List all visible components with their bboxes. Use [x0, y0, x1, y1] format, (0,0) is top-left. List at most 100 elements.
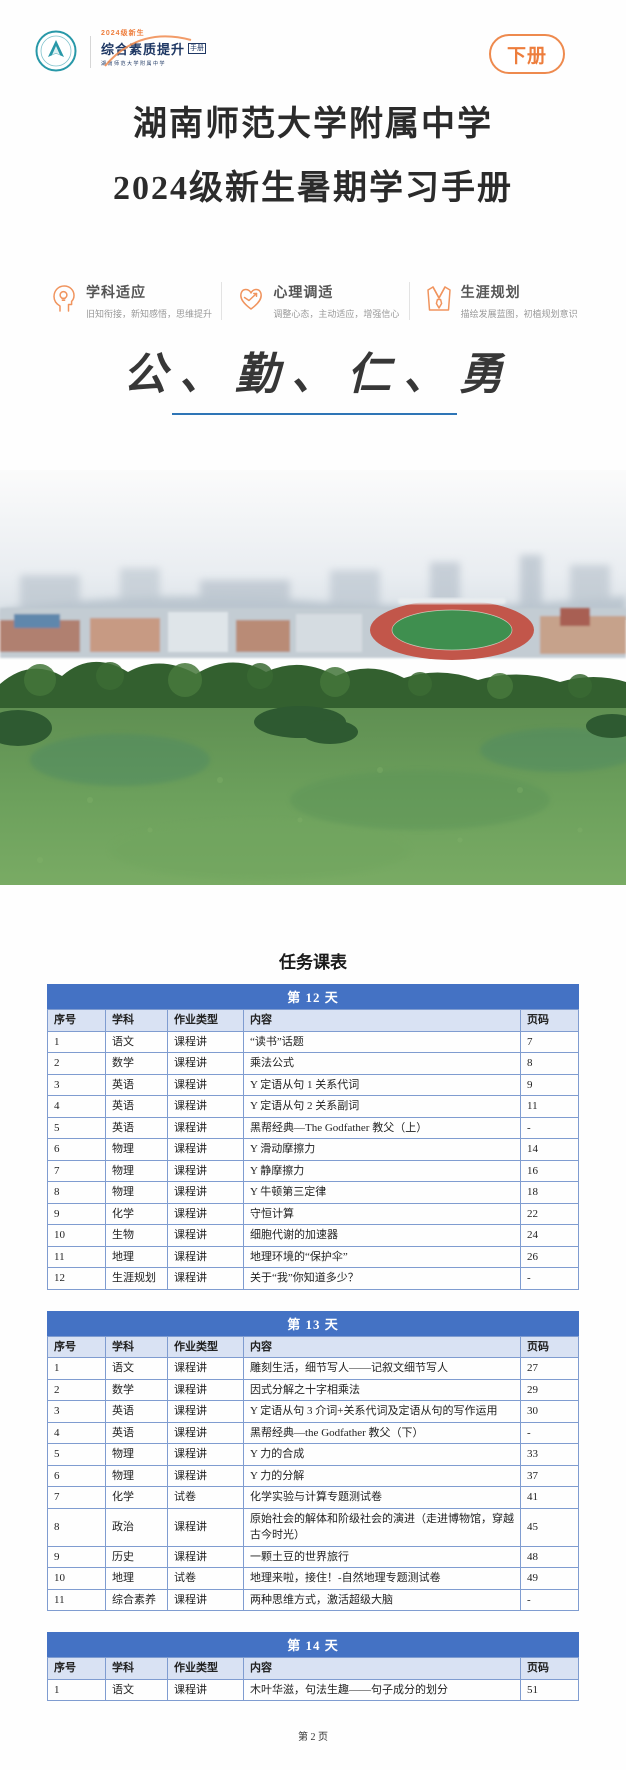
- table-header-cell: 作业类型: [168, 1658, 244, 1680]
- table-cell: Y 滑动摩擦力: [244, 1139, 521, 1161]
- table-cell: 英语: [106, 1401, 168, 1423]
- table-cell: 1: [48, 1031, 106, 1053]
- table-cell: 物理: [106, 1465, 168, 1487]
- day-section: 第 14 天序号 学科 作业类型 内容 页码 1 语文 课程讲 木叶华滋，句法生趣——句子成分的…: [47, 1632, 579, 1701]
- school-emblem-logo: [35, 30, 77, 72]
- table-cell: 7: [48, 1487, 106, 1509]
- feature-subtitle: 旧知衔接，新知感悟，思维提升: [86, 309, 213, 319]
- table-cell: 课程讲: [168, 1074, 244, 1096]
- table-cell: Y 定语从句 1 关系代词: [244, 1074, 521, 1096]
- table-cell: 10: [48, 1225, 106, 1247]
- table-cell: 24: [521, 1225, 579, 1247]
- table-cell: 4: [48, 1422, 106, 1444]
- day-section: 第 12 天序号 学科 作业类型 内容 页码 1 语文 课程讲 “读书”话题 7 2 数学 课程讲 乘法公…: [47, 984, 579, 1290]
- table-cell: 化学: [106, 1487, 168, 1509]
- feature-title: 生涯规划: [460, 284, 521, 300]
- table-cell: 地理来啦，接住！-自然地理专题测试卷: [244, 1568, 521, 1590]
- table-row: 12 生涯规划 课程讲 关于“我”你知道多少？ -: [47, 1268, 579, 1290]
- table-cell: 6: [48, 1139, 106, 1161]
- table-cell: 课程讲: [168, 1268, 244, 1290]
- table-cell: Y 静摩擦力: [244, 1160, 521, 1182]
- feature-subject-adaptation: 学科适应 旧知衔接，新知感悟，思维提升: [35, 282, 221, 320]
- table-cell: 6: [48, 1465, 106, 1487]
- logo-main-text: 综合素质提升: [101, 42, 186, 57]
- volume-badge: 下册: [489, 34, 565, 74]
- feature-row: 学科适应 旧知衔接，新知感悟，思维提升 心理调适 调整心态，主动适应，增强信心 …: [35, 282, 596, 320]
- table-cell: 物理: [106, 1444, 168, 1466]
- table-header-cell: 序号: [48, 1336, 106, 1358]
- logo-bottom-text: 湖南师范大学附属中学: [101, 61, 167, 67]
- feature-subtitle: 描绘发展蓝图，初植规划意识: [460, 309, 578, 319]
- table-cell: 化学实验与计算专题测试卷: [244, 1487, 521, 1509]
- table-row: 10 地理 试卷 地理来啦，接住！-自然地理专题测试卷 49: [47, 1568, 579, 1590]
- table-cell: 两种思维方式，激活超级大脑: [244, 1589, 521, 1611]
- table-cell: 9: [48, 1203, 106, 1225]
- table-cell: 9: [521, 1074, 579, 1096]
- table-row: 11 综合素养 课程讲 两种思维方式，激活超级大脑 -: [47, 1589, 579, 1611]
- table-row: 1 语文 课程讲 雕刻生活，细节写人——记叙文细节写人 27: [47, 1358, 579, 1380]
- table-cell: 试卷: [168, 1487, 244, 1509]
- table-row: 1 语文 课程讲 “读书”话题 7: [47, 1031, 579, 1053]
- table-cell: 数学: [106, 1053, 168, 1075]
- feature-career-planning: 生涯规划 描绘发展蓝图，初植规划意识: [408, 282, 596, 320]
- table-cell: 51: [521, 1679, 579, 1701]
- table-cell: 3: [48, 1401, 106, 1423]
- table-cell: Y 牛顿第三定律: [244, 1182, 521, 1204]
- table-cell: 课程讲: [168, 1508, 244, 1547]
- task-table: 第 12 天序号 学科 作业类型 内容 页码 1 语文 课程讲 “读书”话题 7 2 数学 课程讲 乘法公…: [47, 984, 579, 1722]
- shirt-tie-icon: [426, 286, 451, 311]
- table-header-cell: 内容: [244, 1010, 521, 1032]
- page-number: 第 2 页: [298, 1732, 328, 1743]
- table-cell: 木叶华滋，句法生趣——句子成分的划分: [244, 1679, 521, 1701]
- page-title-line1: 湖南师范大学附属中学: [133, 106, 493, 143]
- table-cell: 课程讲: [168, 1139, 244, 1161]
- table-cell: 关于“我”你知道多少？: [244, 1268, 521, 1290]
- table-cell: 英语: [106, 1074, 168, 1096]
- table-cell: 英语: [106, 1117, 168, 1139]
- page-header: 2024级新生 综合素质提升 手册 湖南师范大学附属中学 下册: [35, 28, 591, 80]
- table-cell: 黑帮经典—The Godfather 教父（上）: [244, 1117, 521, 1139]
- table-cell: 课程讲: [168, 1096, 244, 1118]
- table-cell: Y 定语从句 2 关系副词: [244, 1096, 521, 1118]
- table-cell: 29: [521, 1379, 579, 1401]
- table-cell: 课程讲: [168, 1379, 244, 1401]
- table-cell: 7: [521, 1031, 579, 1053]
- table-cell: 2: [48, 1053, 106, 1075]
- table-cell: 课程讲: [168, 1246, 244, 1268]
- table-header-cell: 内容: [244, 1336, 521, 1358]
- table-cell: 地理: [106, 1246, 168, 1268]
- table-cell: 5: [48, 1444, 106, 1466]
- table-cell: 27: [521, 1358, 579, 1380]
- table-cell: 地理: [106, 1568, 168, 1590]
- table-row: 8 物理 课程讲 Y 牛顿第三定律 18: [47, 1182, 579, 1204]
- table-cell: 英语: [106, 1096, 168, 1118]
- heart-icon: [240, 288, 263, 310]
- table-cell: 14: [521, 1139, 579, 1161]
- table-cell: 综合素养: [106, 1589, 168, 1611]
- table-cell: 地理环境的“保护伞”: [244, 1246, 521, 1268]
- table-cell: -: [521, 1117, 579, 1139]
- table-cell: 7: [48, 1160, 106, 1182]
- table-row: 2 数学 课程讲 因式分解之十字相乘法 29: [47, 1379, 579, 1401]
- table-cell: 课程讲: [168, 1546, 244, 1568]
- table-cell: 45: [521, 1508, 579, 1547]
- table-cell: 课程讲: [168, 1465, 244, 1487]
- table-row: 8 政治 课程讲 原始社会的解体和阶级社会的演进（走进博物馆，穿越古今时光） 45: [47, 1508, 579, 1547]
- campus-aerial-photo: [0, 470, 626, 885]
- table-cell: 30: [521, 1401, 579, 1423]
- table-cell: 16: [521, 1160, 579, 1182]
- table-header-cell: 学科: [106, 1336, 168, 1358]
- table-header-cell: 序号: [48, 1010, 106, 1032]
- table-cell: -: [521, 1422, 579, 1444]
- table-cell: 12: [48, 1268, 106, 1290]
- table-cell: 5: [48, 1117, 106, 1139]
- table-cell: 2: [48, 1379, 106, 1401]
- table-cell: 原始社会的解体和阶级社会的演进（走进博物馆，穿越古今时光）: [244, 1508, 521, 1547]
- table-cell: 课程讲: [168, 1589, 244, 1611]
- table-cell: 课程讲: [168, 1053, 244, 1075]
- table-cell: 49: [521, 1568, 579, 1590]
- handbook-logo: 2024级新生 综合素质提升 手册 湖南师范大学附属中学: [101, 30, 211, 67]
- table-cell: 乘法公式: [244, 1053, 521, 1075]
- table-cell: 语文: [106, 1031, 168, 1053]
- table-row: 6 物理 课程讲 Y 滑动摩擦力 14: [47, 1139, 579, 1161]
